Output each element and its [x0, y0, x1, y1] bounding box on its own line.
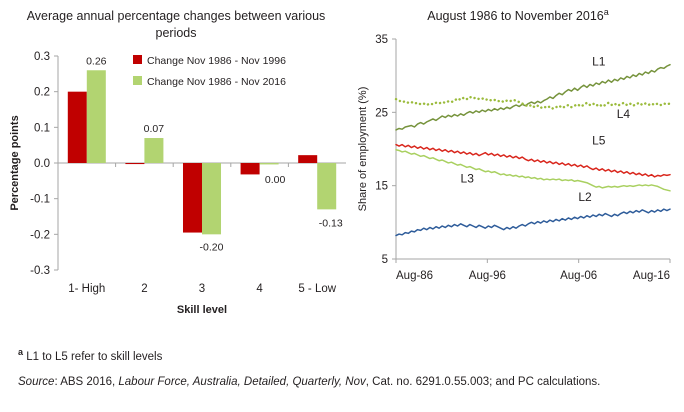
- bar-value-label: -0.20: [200, 241, 224, 253]
- y-tick-label: 0.0: [34, 158, 50, 170]
- series-label-L1: L1: [592, 54, 606, 68]
- bar-Change-Nov-1986---Nov-1996-0: [67, 91, 87, 163]
- legend-label-0: Change Nov 1986 - Nov 1996: [147, 55, 286, 67]
- bar-value-label: -0.13: [319, 217, 343, 229]
- x-category-label: 3: [199, 283, 205, 295]
- source-label: Source: [18, 375, 55, 388]
- bar-Change-Nov-1986---Nov-2016-2: [202, 163, 222, 235]
- y-tick-label: 0.2: [34, 87, 50, 99]
- x-category-label: 2: [141, 283, 147, 295]
- series-line-L1: [395, 63, 671, 131]
- bar-Change-Nov-1986---Nov-1996-4: [298, 155, 318, 163]
- bar-value-label: 0.07: [144, 123, 165, 135]
- footnote-marker: a: [18, 347, 24, 357]
- right-chart-title-superscript: a: [603, 6, 609, 17]
- x-axis-title: Skill level: [177, 304, 227, 316]
- x-category-label: 1- High: [68, 283, 105, 295]
- bar-Change-Nov-1986---Nov-2016-4: [317, 163, 337, 210]
- y-tick-label: 25: [375, 107, 388, 119]
- series-label-L2: L2: [578, 190, 592, 204]
- series-line-L5: [395, 143, 671, 178]
- bar-Change-Nov-1986---Nov-2016-1: [144, 138, 164, 163]
- source-text-2: , Cat. no. 6291.0.55.003; and PC calcula…: [365, 375, 601, 388]
- x-tick-label: Aug-86: [396, 270, 433, 282]
- left-chart-title: Average annual percentage changes betwee…: [26, 9, 326, 40]
- series-line-L3: [395, 148, 671, 192]
- bar-value-label: 0.26: [86, 55, 107, 67]
- legend-label-1: Change Nov 1986 - Nov 2016: [147, 76, 286, 88]
- bar-Change-Nov-1986---Nov-1996-1: [125, 163, 145, 165]
- y-axis-title: Share of employment (%): [357, 87, 369, 212]
- y-tick-label: -0.2: [30, 229, 50, 241]
- series-line-L2: [395, 208, 671, 237]
- x-tick-label: Aug-16: [633, 270, 670, 282]
- right-chart-panel: August 1986 to November 2016a 5 15 25 35 Aug…: [352, 0, 684, 340]
- y-tick-label: 15: [375, 181, 388, 193]
- footnote-a: a L1 to L5 refer to skill levels: [18, 344, 670, 365]
- bar-Change-Nov-1986---Nov-1996-3: [240, 163, 260, 175]
- bar-Change-Nov-1986---Nov-1996-2: [182, 163, 202, 233]
- x-tick-label: Aug-06: [560, 270, 597, 282]
- legend-swatch-1: [133, 76, 142, 85]
- right-chart-title: August 1986 to November 2016a: [352, 0, 684, 25]
- source-publication: Labour Force, Australia, Detailed, Quart…: [118, 375, 366, 388]
- bar-value-label: 0.00: [265, 174, 286, 186]
- footnotes-block: a L1 to L5 refer to skill levels Source:…: [0, 340, 684, 390]
- y-tick-label: 5: [382, 254, 388, 266]
- series-label-L4: L4: [617, 107, 631, 121]
- y-tick-label: 35: [375, 34, 388, 46]
- series-label-L5: L5: [592, 134, 606, 148]
- y-axis-title: Percentage points: [9, 115, 21, 210]
- line-chart-plot: 5 15 25 35 Aug-86 Aug-96 Aug-06 Aug-16 L1 L4 L5 L3 L…: [352, 25, 684, 310]
- bar-chart-plot: 0.3 0.2 0.1 0.0 -0.1 -0.2 -0.3 0.26 0.07 -0.20 0.0…: [0, 42, 352, 327]
- bar-Change-Nov-1986---Nov-2016-0: [86, 70, 106, 163]
- bar-chart-svg: 0.3 0.2 0.1 0.0 -0.1 -0.2 -0.3 0.26 0.07 -0.20 0.0…: [9, 51, 346, 316]
- series-label-L3: L3: [461, 172, 475, 186]
- x-tick-label: Aug-96: [469, 270, 506, 282]
- bar-Change-Nov-1986---Nov-2016-3: [259, 163, 279, 165]
- source-text-1: ABS 2016,: [60, 375, 116, 388]
- y-tick-label: 0.1: [34, 122, 50, 134]
- footnote-a-text: L1 to L5 refer to skill levels: [26, 350, 163, 363]
- y-tick-label: -0.1: [30, 194, 50, 206]
- series-line-L4: [394, 95, 672, 110]
- x-category-label: 5 - Low: [298, 283, 336, 295]
- legend-swatch-0: [133, 55, 142, 64]
- y-tick-label: 0.3: [34, 51, 50, 63]
- line-chart-svg: 5 15 25 35 Aug-86 Aug-96 Aug-06 Aug-16 L1 L4 L5 L3 L…: [357, 34, 672, 282]
- right-chart-title-text: August 1986 to November 2016: [427, 9, 604, 23]
- x-category-label: 4: [256, 283, 263, 295]
- y-tick-label: -0.3: [30, 265, 50, 277]
- source-line: Source: ABS 2016, Labour Force, Australi…: [18, 375, 601, 388]
- left-chart-panel: Average annual percentage changes betwee…: [0, 0, 352, 340]
